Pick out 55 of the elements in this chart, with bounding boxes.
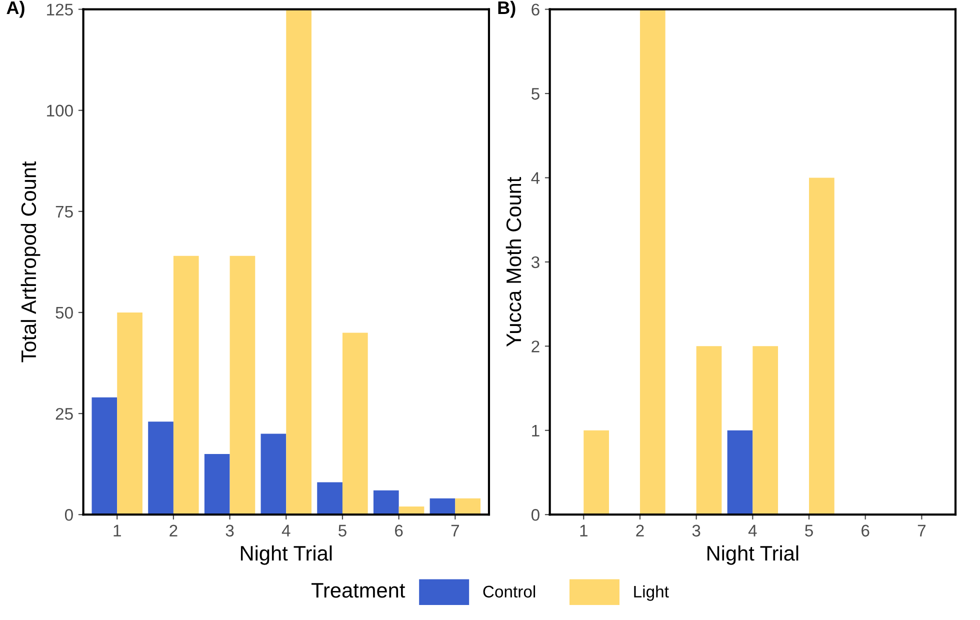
y-tick-label: 4 (531, 172, 540, 184)
legend-label: Light (634, 585, 669, 601)
x-axis-title: Night Trial (707, 545, 798, 565)
y-axis-title: Yucca Moth Count (506, 176, 522, 347)
y-tick-label: 5 (532, 88, 540, 100)
x-tick-label: 5 (805, 524, 813, 537)
y-tick-label: 125 (47, 4, 73, 16)
x-tick-label: 1 (580, 524, 588, 536)
bar (430, 498, 456, 515)
y-tick-label: 0 (531, 509, 540, 521)
bar (696, 346, 722, 515)
legend-title: Treatment (312, 583, 406, 598)
x-tick-label: 7 (918, 524, 926, 536)
x-tick-label: 6 (395, 524, 403, 537)
x-tick-label: 3 (226, 524, 234, 537)
x-axis-title: Night Trial (240, 545, 332, 565)
y-tick-label: 6 (532, 4, 540, 16)
bar (286, 9, 312, 515)
bar (230, 256, 256, 515)
y-tick-label: 2 (532, 340, 540, 352)
bar (148, 422, 174, 515)
bar (117, 312, 142, 515)
chart-title: A) (6, 0, 24, 18)
bar (752, 346, 778, 515)
bar (317, 482, 342, 515)
y-tick-label: 1 (532, 424, 540, 436)
bar (640, 9, 666, 515)
y-tick-label: 75 (56, 206, 73, 218)
bar (727, 430, 753, 515)
y-axis-title: Total Arthropod Count (20, 161, 40, 362)
x-tick-label: 4 (282, 524, 290, 536)
y-tick-label: 100 (47, 104, 73, 117)
bar (584, 430, 609, 515)
x-tick-label: 1 (114, 524, 121, 536)
bar (455, 498, 481, 515)
legend-label: Control (483, 585, 536, 598)
x-tick-label: 2 (170, 524, 178, 536)
y-tick-label: 25 (56, 408, 73, 420)
x-tick-label: 4 (748, 524, 757, 536)
y-tick-label: 50 (56, 306, 73, 319)
y-tick-label: 0 (64, 509, 73, 521)
x-tick-label: 7 (451, 524, 459, 536)
chart-title: B) (498, 0, 516, 18)
bar (373, 490, 399, 515)
x-tick-label: 3 (692, 524, 700, 537)
bar (809, 178, 834, 515)
y-tick-label: 3 (531, 256, 540, 268)
x-tick-label: 5 (338, 524, 346, 537)
bar (260, 434, 286, 515)
x-tick-label: 6 (862, 524, 870, 537)
x-tick-label: 2 (636, 524, 644, 536)
bar (204, 454, 230, 515)
bar (342, 332, 368, 515)
bar (173, 256, 199, 515)
bar (92, 397, 118, 515)
